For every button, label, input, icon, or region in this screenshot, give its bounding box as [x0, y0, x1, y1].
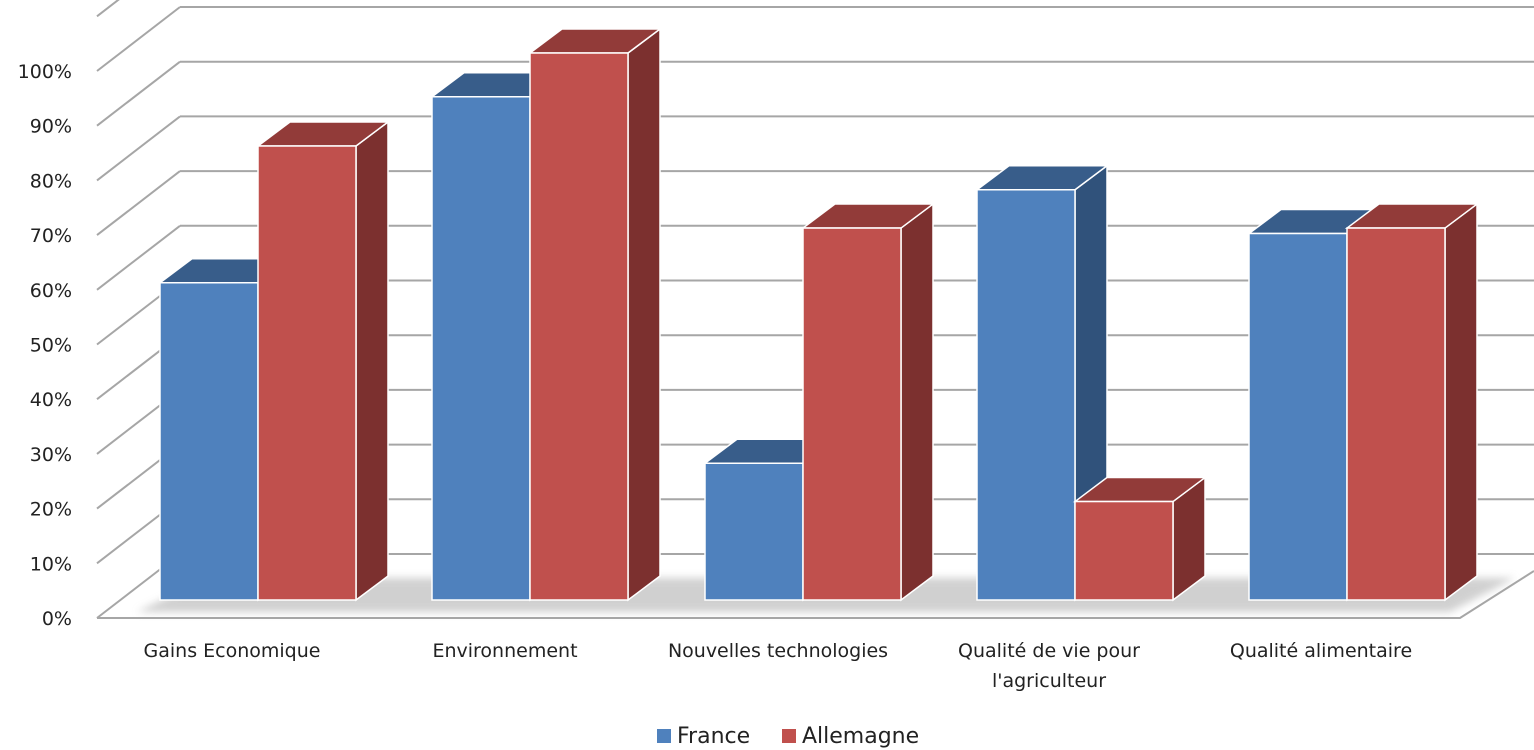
legend-label-allemagne: Allemagne	[802, 724, 919, 749]
bar-front	[431, 96, 531, 601]
y-tick-label: 40%	[30, 389, 72, 411]
x-category-label-line: Qualité de vie pour	[958, 640, 1140, 662]
y-axis-ticks: 0% 10% 20% 30% 40% 50% 60% 70% 80% 90% 100%	[18, 61, 72, 630]
bar-front	[976, 189, 1076, 601]
bar-side	[1444, 202, 1478, 602]
x-category-label-line: l'agriculteur	[992, 670, 1106, 692]
gridline-side	[96, 0, 120, 18]
x-category-label-line: Qualité alimentaire	[1230, 640, 1412, 662]
y-tick-label: 60%	[30, 280, 72, 302]
y-tick-label: 50%	[30, 335, 72, 357]
bar-front	[529, 52, 629, 601]
gridline-side	[96, 6, 181, 72]
x-category-label: Environnement	[432, 640, 577, 662]
gridline-side	[96, 115, 181, 182]
legend: France Allemagne	[657, 724, 919, 749]
x-category-label: Qualité alimentaire	[1230, 640, 1412, 662]
bar-allemagne-5	[1344, 202, 1480, 602]
y-tick-label: 70%	[30, 225, 72, 247]
bar-allemagne-2	[527, 27, 663, 602]
gridline-side	[96, 170, 181, 236]
y-tick-label: 30%	[30, 444, 72, 466]
gridline-side	[96, 60, 181, 127]
y-tick-label: 0%	[42, 608, 72, 630]
floor-edge	[97, 570, 1534, 619]
gridline-side	[96, 225, 181, 291]
x-axis-labels: Gains Economique Environnement Nouvelles t…	[144, 640, 1413, 692]
y-tick-label: 10%	[30, 553, 72, 575]
bar-front	[257, 145, 357, 601]
bar-allemagne-1	[255, 120, 391, 602]
bar-france-4	[974, 164, 1110, 602]
bar-front	[802, 227, 902, 601]
x-category-label-line: Environnement	[432, 640, 577, 662]
legend-label-france: France	[677, 724, 750, 749]
x-category-label: Nouvelles technologies	[668, 640, 888, 662]
bar-allemagne-3	[800, 202, 936, 602]
bar-side	[355, 120, 389, 602]
y-tick-label: 80%	[30, 170, 72, 192]
x-category-label-line: Nouvelles technologies	[668, 640, 888, 662]
bar-front	[1346, 227, 1446, 601]
x-category-label: Qualité de vie pour l'agriculteur	[958, 640, 1140, 692]
x-category-label-line: Gains Economique	[144, 640, 321, 662]
bar-side	[900, 202, 934, 602]
bars	[157, 27, 1480, 602]
y-tick-label: 100%	[18, 61, 72, 83]
bar-front	[159, 281, 259, 601]
x-category-label: Gains Economique	[144, 640, 321, 662]
legend-swatch-france	[657, 729, 671, 743]
bar-front	[1074, 500, 1174, 601]
bar-allemagne-4	[1072, 476, 1208, 602]
bar-side	[627, 27, 661, 602]
legend-swatch-allemagne	[782, 729, 796, 743]
y-tick-label: 90%	[30, 116, 72, 138]
bar-front	[1248, 232, 1348, 601]
bar-front	[704, 462, 804, 601]
y-tick-label: 20%	[30, 499, 72, 521]
